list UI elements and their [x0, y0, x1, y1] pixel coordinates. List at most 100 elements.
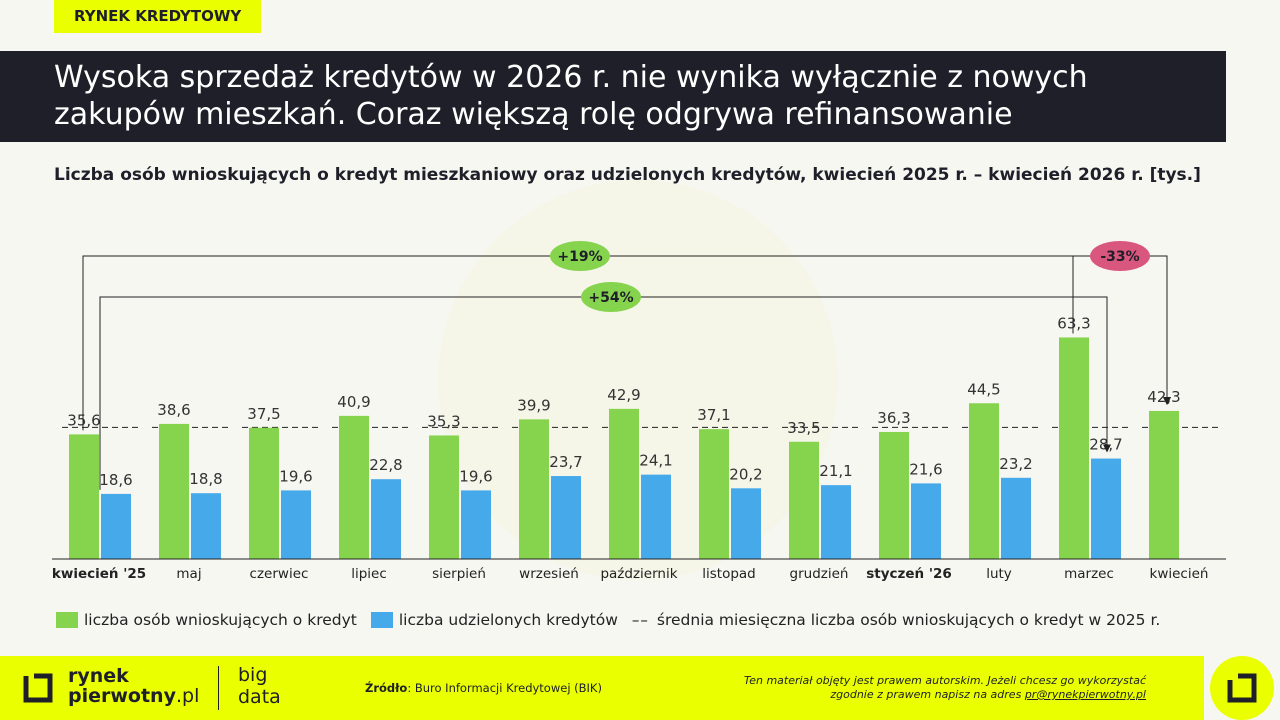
bar-loans: [1091, 458, 1121, 559]
bar-loans: [731, 488, 761, 559]
legend-label-loans: liczba udzielonych kredytów: [398, 611, 618, 629]
logo-square-icon: [22, 668, 58, 704]
bar-applicants: [969, 403, 999, 559]
category-label: sierpień: [432, 566, 486, 582]
logo-line2: pierwotny.pl: [68, 686, 199, 706]
source-note: Źródło: Buro Informacji Kredytowej (BIK): [365, 681, 602, 695]
title-bar: Wysoka sprzedaż kredytów w 2026 r. nie w…: [0, 51, 1226, 142]
category-label: listopad: [702, 566, 756, 582]
copyright-line2: zgodnie z prawem napisz na adres pr@ryne…: [686, 688, 1146, 702]
legend-swatch-loans: [370, 612, 393, 628]
rynekpierwotny-logo[interactable]: rynek pierwotny.pl: [22, 666, 199, 706]
legend: liczba osób wnioskujących o kredyt liczb…: [56, 611, 1174, 629]
legend-label-average: średnia miesięczna liczba osób wnioskują…: [656, 611, 1161, 629]
section-tag: RYNEK KREDYTOWY: [54, 0, 262, 33]
legend-item-loans: liczba udzielonych kredytów: [370, 611, 618, 629]
bar-loans: [461, 490, 491, 559]
bar-applicants: [69, 434, 99, 559]
annotation-badge-label: +54%: [588, 290, 633, 306]
bar-applicants: [609, 408, 639, 559]
value-label-applicants: 35,3: [427, 412, 460, 430]
footer: rynek pierwotny.pl big data Źródło: Buro…: [0, 656, 1204, 720]
category-label: marzec: [1064, 566, 1114, 582]
value-label-loans: 19,6: [459, 467, 492, 485]
value-label-loans: 22,8: [369, 456, 402, 474]
page-title: Wysoka sprzedaż kredytów w 2026 r. nie w…: [54, 60, 1088, 132]
category-label: lipiec: [351, 566, 387, 582]
category-label: kwiecień: [1150, 566, 1209, 582]
bar-loans: [191, 493, 221, 559]
value-label-loans: 21,1: [819, 462, 852, 480]
value-label-applicants: 33,5: [787, 419, 820, 437]
annotation-arrowhead: [1163, 396, 1171, 405]
value-label-applicants: 37,1: [697, 406, 730, 424]
value-label-loans: 23,2: [999, 455, 1032, 473]
annotation-layer: +19% +54% -33%: [82, 241, 1171, 490]
category-label: luty: [986, 566, 1012, 582]
logo-text: rynek pierwotny.pl: [68, 666, 199, 706]
logo-line2-main: pierwotny: [68, 685, 176, 707]
value-label-applicants: 40,9: [337, 393, 370, 411]
bar-applicants: [699, 429, 729, 559]
logo-divider: [218, 666, 219, 710]
annotation-badge-label: +19%: [557, 249, 602, 265]
value-label-applicants: 63,3: [1057, 314, 1090, 332]
bar-loans: [1001, 477, 1031, 559]
bigdata-line2: data: [238, 686, 281, 708]
category-label: grudzień: [790, 566, 849, 582]
category-label: styczeń '26: [866, 566, 952, 582]
copyright-email-link[interactable]: pr@rynekpierwotny.pl: [1024, 688, 1146, 701]
category-label: czerwiec: [250, 566, 309, 582]
bar-applicants: [429, 435, 459, 559]
category-label: kwiecień '25: [52, 566, 146, 582]
bar-applicants: [249, 427, 279, 559]
corner-logo-badge: [1210, 656, 1274, 720]
value-label-applicants: 35,6: [67, 411, 100, 429]
category-label: październik: [600, 566, 677, 582]
bigdata-line1: big: [238, 664, 268, 686]
bar-loans: [281, 490, 311, 559]
bar-applicants: [879, 431, 909, 559]
bar-loans: [821, 485, 851, 559]
value-label-applicants: 37,5: [247, 405, 280, 423]
value-label-loans: 18,8: [189, 470, 222, 488]
bar-loans: [911, 483, 941, 559]
legend-dash-average: ––: [631, 611, 649, 629]
bigdata-logo: big data: [238, 664, 281, 708]
chart-subtitle: Liczba osób wnioskujących o kredyt miesz…: [54, 165, 1201, 185]
bars-layer: [69, 337, 1179, 559]
category-labels-layer: kwiecień '25 maj czerwiec lipiec sierpień wrz…: [52, 566, 1209, 582]
bar-applicants: [1059, 337, 1089, 559]
value-label-loans: 20,2: [729, 465, 762, 483]
bar-loans: [101, 493, 131, 559]
bar-loans: [551, 476, 581, 559]
source-text: : Buro Informacji Kredytowej (BIK): [407, 681, 602, 695]
annotation-badge: [1090, 241, 1150, 271]
logo-line2-suffix: .pl: [175, 685, 200, 707]
bar-applicants: [519, 419, 549, 559]
source-label: Źródło: [365, 681, 408, 695]
value-label-applicants: 42,9: [607, 386, 640, 404]
corner-square-icon: [1227, 673, 1257, 703]
annotation-arrowhead: [1103, 444, 1111, 453]
value-label-loans: 21,6: [909, 460, 942, 478]
value-label-loans: 23,7: [549, 453, 582, 471]
legend-item-average: –– średnia miesięczna liczba osób wniosk…: [632, 611, 1160, 629]
value-label-loans: 24,1: [639, 452, 672, 470]
value-label-loans: 18,6: [99, 471, 132, 489]
value-label-loans: 19,6: [279, 467, 312, 485]
value-label-applicants: 44,5: [967, 380, 1000, 398]
value-label-applicants: 38,6: [157, 401, 190, 419]
logo-line1: rynek: [68, 665, 129, 687]
legend-swatch-applicants: [56, 612, 78, 628]
annotation-badge: [550, 241, 610, 271]
value-label-applicants: 36,3: [877, 409, 910, 427]
bar-loans: [641, 474, 671, 559]
annotation-badge: [581, 282, 641, 312]
bar-chart: 35,6 38,6 37,5 40,9 35,3 39,9 42,9 37,1 33,5 36,3…: [52, 180, 1226, 582]
category-label: wrzesień: [519, 566, 579, 582]
bar-applicants: [159, 423, 189, 559]
copyright-line1: Ten materiał objęty jest prawem autorski…: [743, 674, 1146, 687]
category-label: maj: [176, 566, 201, 582]
bar-applicants: [339, 415, 369, 559]
